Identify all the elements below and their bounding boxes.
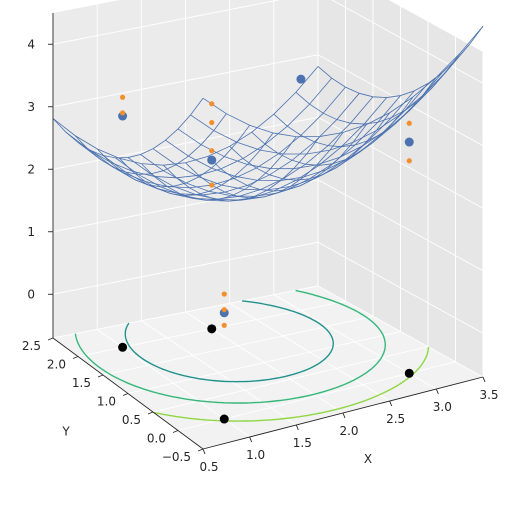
gridline [52, 179, 484, 272]
surface-line [90, 93, 360, 196]
x-tick-label: 3.5 [479, 388, 498, 402]
small-point [406, 120, 412, 126]
y-tick [122, 393, 129, 396]
floor-point [207, 324, 217, 334]
x-tick [249, 436, 253, 443]
y-tick [97, 374, 104, 378]
gridline [52, 241, 484, 334]
y-axis-label: Y [61, 425, 70, 439]
x-tick [435, 388, 439, 395]
small-point [221, 322, 227, 328]
floor-points [118, 324, 414, 424]
y-tick-label: 1.0 [97, 395, 116, 409]
control-point [207, 155, 217, 165]
x-tick [482, 376, 486, 383]
gridline [52, 54, 484, 147]
floor-pane [53, 286, 483, 449]
surface-line [202, 25, 484, 138]
gridline [52, 0, 484, 84]
y-tick-label: 0.5 [122, 413, 141, 427]
y-tick [47, 337, 54, 341]
surface-line [115, 97, 388, 202]
z-tick-label: 0 [27, 287, 35, 301]
control-point [296, 74, 306, 84]
gridline [152, 21, 429, 413]
surface-line [52, 66, 319, 166]
surface-line [177, 60, 456, 170]
x-tick-label: 1.0 [246, 448, 265, 462]
small-point [221, 307, 227, 313]
surface-line [65, 77, 333, 179]
y-tick-label: 0.0 [147, 432, 166, 446]
floor-point [219, 414, 229, 424]
y-tick-label: 2.0 [47, 358, 66, 372]
x-tick-label: 2.5 [386, 412, 405, 426]
gridline [52, 116, 484, 209]
tick-labels: 0.5 1.0 1.5 2.0 2.5 3.0 3.5 −0.5 0.0 0.5 1.0 1.5 2.0… [22, 37, 499, 474]
small-point [406, 158, 412, 164]
y-tick [147, 411, 154, 415]
x-tick [342, 412, 346, 419]
x-tick-label: 3.0 [433, 400, 452, 414]
x-tick [202, 448, 206, 455]
x-tick [295, 424, 299, 431]
small-point [209, 182, 215, 188]
small-points [119, 94, 412, 328]
small-point [221, 291, 227, 297]
z-tick-label: 2 [27, 162, 35, 176]
contour-line [124, 300, 334, 383]
floor-point [404, 368, 414, 378]
x-tick [389, 400, 393, 407]
surface-wireframe [52, 25, 484, 202]
gridline [77, 0, 346, 357]
axis-panes [53, 0, 483, 449]
y-tick [72, 356, 79, 359]
x-tick-label: 2.0 [339, 424, 358, 438]
z-tick-label: 3 [27, 100, 35, 114]
surface-line [165, 72, 443, 182]
small-point [119, 110, 126, 116]
y-tick [172, 430, 179, 433]
gridline [102, 0, 374, 376]
gridline [52, 0, 319, 339]
y-tick-label: 1.5 [72, 376, 91, 390]
small-point [209, 148, 215, 154]
control-point [404, 137, 414, 147]
x-tick-label: 1.5 [293, 436, 312, 450]
y-tick-label: 2.5 [22, 339, 41, 353]
gridline [177, 36, 456, 431]
y-tick-label: −0.5 [162, 450, 191, 464]
z-tick-label: 4 [27, 37, 35, 51]
x-tick-label: 0.5 [199, 460, 218, 474]
surface-line [127, 95, 401, 201]
z-tick-label: 1 [27, 225, 35, 239]
y-tick [197, 448, 204, 452]
floor-point [118, 342, 128, 352]
x-axis-label: X [364, 452, 372, 466]
small-point [209, 119, 215, 126]
small-point [119, 94, 126, 100]
small-point [209, 101, 215, 107]
contour-line [74, 289, 386, 404]
surface-line [152, 83, 429, 191]
